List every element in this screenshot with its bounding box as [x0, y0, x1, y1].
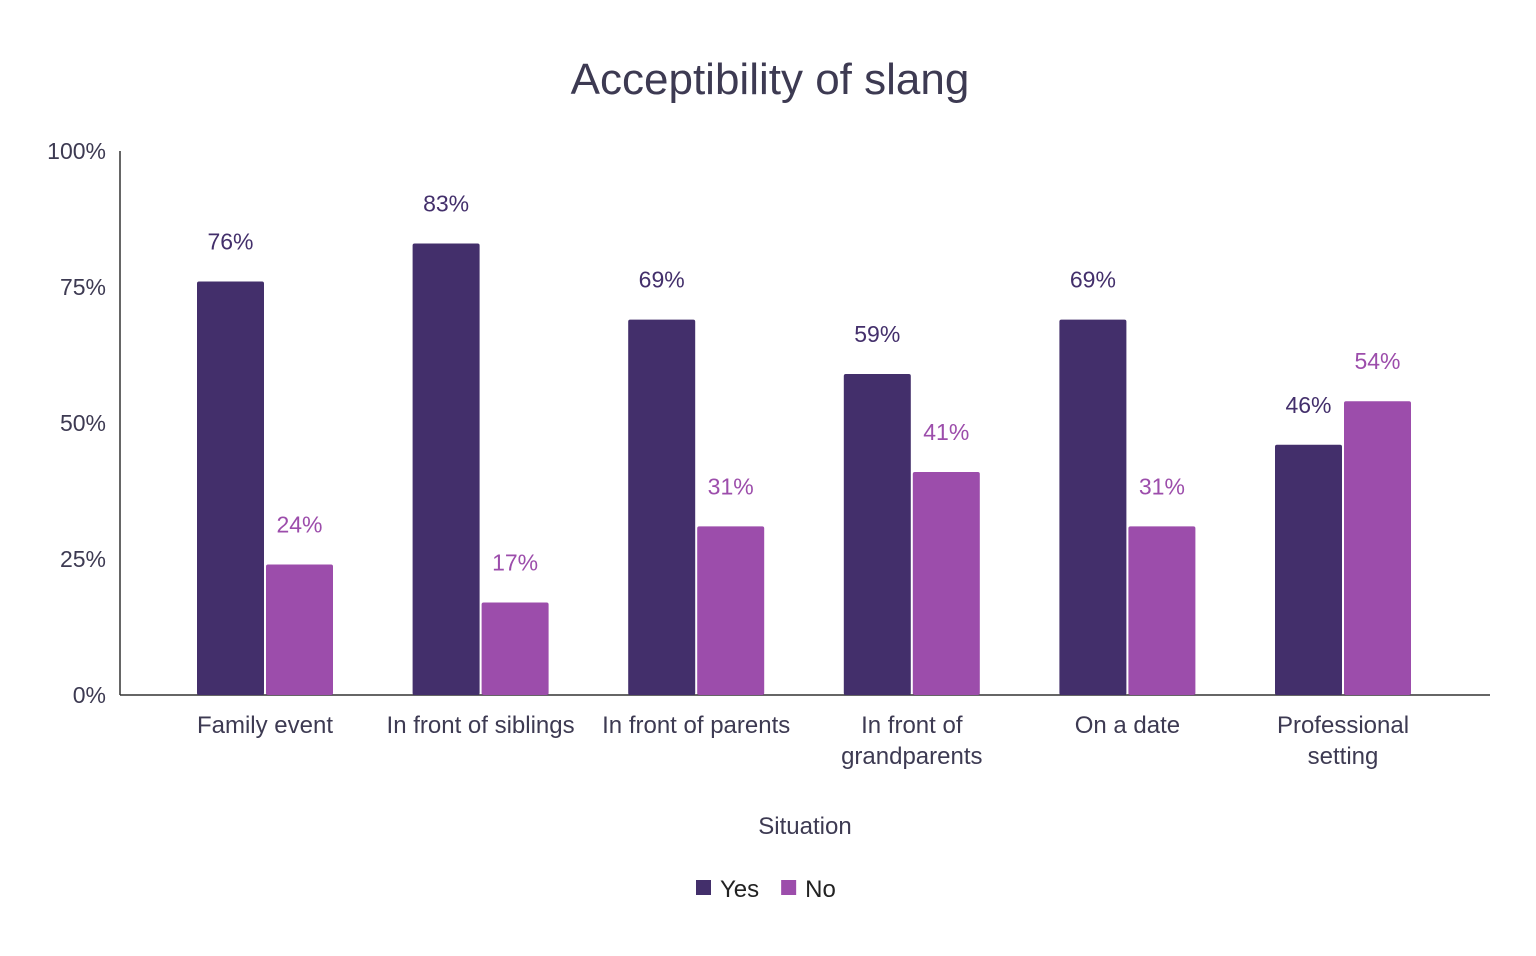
bar-yes	[412, 243, 480, 696]
x-tick-label: Professional	[1277, 712, 1409, 739]
data-label: 31%	[708, 473, 754, 499]
bar-no	[481, 602, 549, 695]
y-tick-label: 0%	[73, 682, 106, 708]
legend-swatch-yes	[696, 880, 711, 895]
bar-no	[697, 526, 765, 695]
data-label: 17%	[492, 550, 538, 576]
y-tick-label: 75%	[60, 274, 106, 300]
data-label: 54%	[1354, 348, 1400, 374]
bar-yes	[1275, 444, 1342, 695]
data-label: 69%	[639, 267, 685, 293]
x-tick-label: setting	[1308, 743, 1379, 770]
data-label: 83%	[423, 190, 469, 216]
data-label: 24%	[276, 511, 322, 537]
y-tick-label: 25%	[60, 546, 106, 572]
x-tick-label: In front of parents	[602, 712, 790, 739]
chart-title: Acceptibility of slang	[571, 55, 970, 104]
data-label: 69%	[1070, 267, 1116, 293]
x-tick-label: On a date	[1075, 712, 1180, 739]
x-tick-label: In front of siblings	[387, 712, 575, 739]
bar-yes	[1059, 319, 1127, 695]
x-tick-label: In front of	[861, 712, 963, 739]
y-tick-label: 100%	[47, 138, 106, 164]
data-label: 31%	[1139, 473, 1185, 499]
legend-label-no: No	[805, 876, 836, 903]
data-label: 76%	[207, 229, 253, 255]
x-tick-label: Family event	[197, 712, 333, 739]
bar-yes	[197, 281, 264, 695]
bar-yes	[843, 374, 911, 695]
bar-no	[1128, 526, 1196, 695]
y-tick-label: 50%	[60, 410, 106, 436]
bar-no	[1344, 401, 1411, 695]
data-label: 59%	[854, 321, 900, 347]
x-axis-label: Situation	[758, 813, 851, 840]
bar-yes	[628, 319, 696, 695]
bar-no	[266, 564, 333, 695]
legend-label-yes: Yes	[720, 876, 759, 903]
data-label: 41%	[923, 419, 969, 445]
x-tick-label: grandparents	[841, 743, 982, 770]
legend-swatch-no	[781, 880, 797, 895]
data-label: 46%	[1285, 392, 1331, 418]
legend: Yes No	[696, 876, 836, 903]
bar-no	[912, 471, 980, 695]
